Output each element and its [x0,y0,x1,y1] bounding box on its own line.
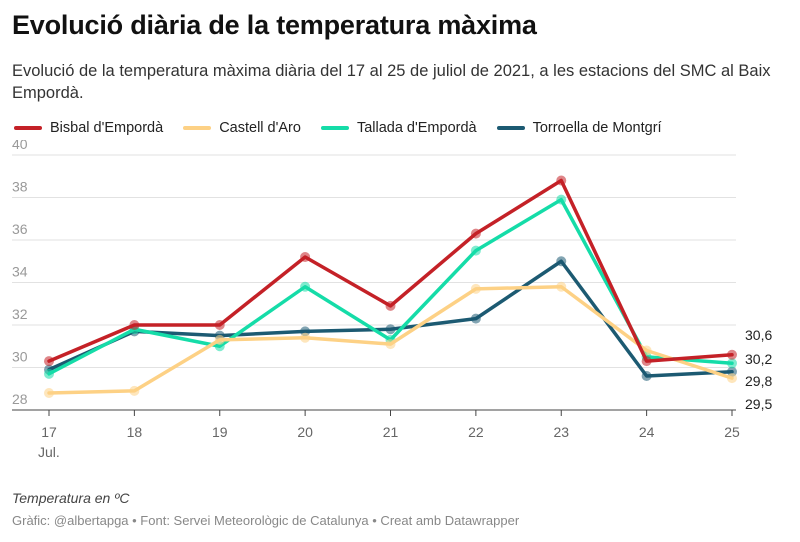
x-tick-label: 21 [383,424,399,440]
data-point [727,373,737,384]
data-point [44,356,54,367]
y-tick-label: 40 [12,140,28,152]
y-tick-label: 30 [12,349,28,365]
end-value-label: 30,2 [745,351,772,367]
data-point [470,313,481,324]
legend-swatch [320,126,349,130]
legend-item-bisbal-d-emporda: Bisbal d'Empordà [14,120,163,136]
legend: Bisbal d'Empordà Castell d'Aro Tallada d'E… [14,120,682,136]
data-point [129,320,140,330]
chart-subtitle: Evolució de la temperatura màxima diària… [12,62,771,102]
end-value-label: 29,8 [745,373,772,389]
legend-item-tallada-d-emporda: Tallada d'Empordà [320,120,477,136]
end-value-label: 29,5 [745,396,772,412]
x-sublabel: Jul. [38,444,60,460]
x-tick-label: 19 [212,424,228,440]
series-line [47,259,734,378]
x-tick-label: 24 [639,424,655,440]
y-tick-label: 28 [12,391,28,407]
data-point [556,194,567,205]
legend-label: Tallada d'Empordà [356,120,477,136]
y-tick-label: 32 [12,306,28,322]
x-tick-label: 22 [468,424,484,440]
legend-item-torroella-de-montgri: Torroella de Montgrí [496,120,662,136]
x-tick-label: 23 [553,424,569,440]
data-point [214,334,225,345]
data-point [214,320,225,330]
data-point [385,324,396,335]
data-point [556,175,567,186]
data-point [385,339,396,350]
data-point [470,283,481,294]
end-value-label: 30,6 [745,327,772,343]
data-point [641,356,652,367]
legend-swatch [496,126,525,130]
source-footer: Gràfic: @albertapga • Font: Servei Meteo… [12,513,520,528]
x-tick-label: 20 [297,424,313,440]
legend-swatch [14,126,42,130]
data-point [470,228,481,239]
data-point [641,371,652,381]
legend-label: Castell d'Aro [219,120,301,136]
data-point [556,256,567,267]
legend-item-castell-d-aro: Castell d'Aro [183,120,301,136]
data-point [44,388,54,398]
data-point [300,252,311,262]
series-bisbal-d-emporda [44,175,737,367]
data-point [385,300,396,311]
data-point [300,332,311,343]
line-chart: 28 30 32 34 36 38 40 17 18 19 20 21 22 23 24 25 Jul. 30,6… [12,140,772,460]
y-tick-label: 34 [12,264,28,280]
series-tallada-d-emporda [44,194,737,379]
data-point [727,358,737,369]
data-point [300,281,311,292]
legend-label: Torroella de Montgrí [532,120,662,136]
data-point [470,245,481,256]
data-point [44,368,54,379]
unit-note: Temperatura en ºC [12,490,130,506]
legend-label: Bisbal d'Empordà [50,120,164,136]
data-point [727,349,737,360]
y-tick-label: 38 [12,179,28,195]
chart-title: Evolució diària de la temperatura màxima [12,10,537,40]
x-tick-label: 18 [127,424,143,440]
series-torroella-de-montgri [44,256,737,381]
data-point [556,281,567,292]
legend-swatch [183,126,212,130]
data-point [129,385,140,396]
x-tick-label: 17 [41,424,57,440]
x-tick-label: 25 [724,424,740,440]
y-tick-label: 36 [12,221,28,237]
series-castell-d-aro [44,281,737,398]
